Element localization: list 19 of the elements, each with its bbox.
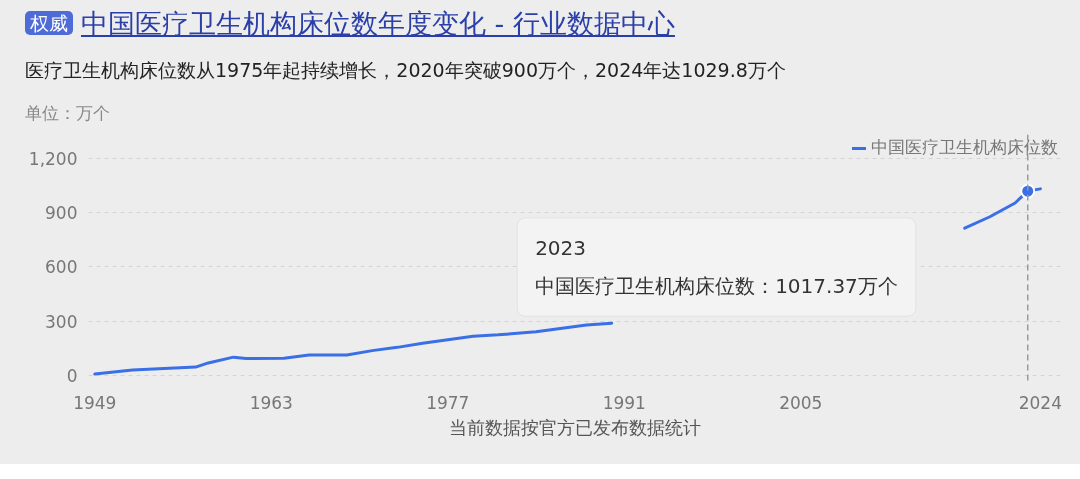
x-tick-label: 2024	[1018, 392, 1062, 413]
x-tick-label: 1991	[602, 392, 646, 413]
annotation: 中国医疗卫生机构床位数：1017.37万个	[535, 274, 898, 299]
x-axis-title: 当前数据按官方已发布数据统计	[448, 416, 701, 438]
y-tick-label: 900	[45, 202, 78, 223]
chart-subtitle: 医疗卫生机构床位数从1975年起持续增长，2020年突破900万个，2024年达1029.8万个	[25, 58, 786, 83]
annotation: 2023	[535, 235, 587, 260]
x-tick-label: 1949	[73, 392, 117, 413]
text: 权威	[25, 11, 73, 35]
x-tick-label: 1977	[426, 392, 470, 413]
y-tick-label: 300	[45, 311, 78, 332]
y-tick-label: 1,200	[28, 148, 78, 169]
x-tick-label: 2005	[779, 392, 823, 413]
legend-label: 中国医疗卫生机构床位数	[871, 136, 1058, 159]
x-tick-label: 1963	[249, 392, 293, 413]
chart-title: 中国医疗卫生机构床位数年度变化 - 行业数据中心	[81, 8, 675, 39]
y-axis-title: 单位：万个	[25, 102, 110, 125]
y-tick-label: 0	[66, 365, 78, 386]
y-tick-label: 600	[45, 257, 78, 278]
